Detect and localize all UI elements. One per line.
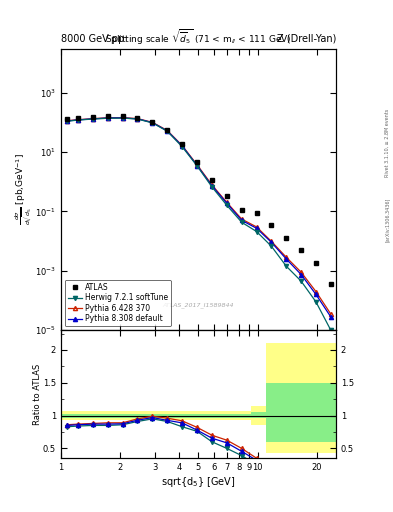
Pythia 8.308 default [150,120,155,126]
Pythia 8.308 default [210,183,215,189]
Pythia 6.428 370 [120,115,125,121]
Pythia 6.428 370 [64,118,69,124]
Pythia 6.428 370 [105,115,110,121]
Herwig 7.2.1 softTune [75,117,80,123]
Herwig 7.2.1 softTune [254,228,259,234]
Pythia 8.308 default [64,118,69,124]
Herwig 7.2.1 softTune [165,128,170,134]
Herwig 7.2.1 softTune [329,327,333,333]
Herwig 7.2.1 softTune [299,278,303,284]
ATLAS [64,116,69,122]
Pythia 6.428 370 [314,288,318,294]
Herwig 7.2.1 softTune [239,219,244,225]
Pythia 8.308 default [254,225,259,231]
Text: Z (Drell-Yan): Z (Drell-Yan) [277,33,336,44]
ATLAS [165,127,170,133]
Pythia 8.308 default [90,116,95,122]
ATLAS [299,247,303,253]
Pythia 6.428 370 [180,142,184,148]
Herwig 7.2.1 softTune [284,263,288,269]
Pythia 6.428 370 [195,162,199,168]
Herwig 7.2.1 softTune [269,243,274,249]
ATLAS [269,222,274,228]
ATLAS [180,141,184,147]
Text: ATLAS_2017_I1589844: ATLAS_2017_I1589844 [163,302,234,308]
Pythia 6.428 370 [329,311,333,317]
Line: Pythia 6.428 370: Pythia 6.428 370 [64,116,333,316]
Text: [arXiv:1306.3436]: [arXiv:1306.3436] [385,198,390,242]
Pythia 6.428 370 [254,224,259,230]
Herwig 7.2.1 softTune [120,115,125,121]
ATLAS [224,194,229,200]
Herwig 7.2.1 softTune [105,115,110,121]
Pythia 8.308 default [105,115,110,121]
Pythia 8.308 default [195,162,199,168]
Pythia 6.428 370 [269,238,274,244]
Pythia 6.428 370 [284,254,288,260]
Pythia 8.308 default [299,271,303,278]
ATLAS [239,207,244,213]
Pythia 6.428 370 [75,117,80,123]
Text: 8000 GeV pp: 8000 GeV pp [61,33,124,44]
ATLAS [105,113,110,119]
Line: ATLAS: ATLAS [64,114,333,287]
Pythia 8.308 default [180,143,184,149]
ATLAS [314,260,318,266]
Pythia 8.308 default [284,256,288,262]
ATLAS [75,115,80,121]
Pythia 6.428 370 [150,119,155,125]
Herwig 7.2.1 softTune [64,118,69,124]
Line: Herwig 7.2.1 softTune: Herwig 7.2.1 softTune [64,116,333,332]
ATLAS [135,115,140,121]
ATLAS [195,159,199,165]
ATLAS [284,234,288,241]
Title: Splitting scale $\sqrt{\overline{d}_5}$ (71 < m$_{ll}$ < 111 GeV): Splitting scale $\sqrt{\overline{d}_5}$ … [105,28,292,47]
Pythia 8.308 default [269,239,274,245]
Line: Pythia 8.308 default: Pythia 8.308 default [64,116,333,319]
Pythia 8.308 default [165,128,170,134]
Legend: ATLAS, Herwig 7.2.1 softTune, Pythia 6.428 370, Pythia 8.308 default: ATLAS, Herwig 7.2.1 softTune, Pythia 6.4… [65,280,171,327]
Text: Rivet 3.1.10, ≥ 2.8M events: Rivet 3.1.10, ≥ 2.8M events [385,109,390,178]
Herwig 7.2.1 softTune [150,120,155,126]
ATLAS [210,177,215,183]
Pythia 6.428 370 [135,116,140,122]
Herwig 7.2.1 softTune [135,116,140,122]
Herwig 7.2.1 softTune [224,202,229,208]
Herwig 7.2.1 softTune [195,163,199,169]
Pythia 8.308 default [75,117,80,123]
Pythia 6.428 370 [90,116,95,122]
Y-axis label: Ratio to ATLAS: Ratio to ATLAS [33,364,42,425]
Pythia 6.428 370 [239,216,244,222]
Pythia 8.308 default [239,217,244,223]
Herwig 7.2.1 softTune [210,184,215,190]
Pythia 8.308 default [135,116,140,122]
ATLAS [150,119,155,125]
Herwig 7.2.1 softTune [180,144,184,150]
Pythia 6.428 370 [165,127,170,134]
Pythia 6.428 370 [224,199,229,205]
Pythia 8.308 default [224,200,229,206]
Herwig 7.2.1 softTune [90,116,95,122]
ATLAS [254,210,259,217]
Herwig 7.2.1 softTune [314,299,318,305]
X-axis label: sqrt{d$_{5}$} [GeV]: sqrt{d$_{5}$} [GeV] [161,475,236,489]
ATLAS [329,281,333,287]
ATLAS [120,113,125,119]
Pythia 8.308 default [120,115,125,121]
Pythia 6.428 370 [210,182,215,188]
Y-axis label: $\frac{d\sigma}{d\sqrt{d_5}}$ [pb,GeV$^{-1}$]: $\frac{d\sigma}{d\sqrt{d_5}}$ [pb,GeV$^{… [14,154,34,225]
Pythia 6.428 370 [299,269,303,275]
Pythia 8.308 default [329,314,333,320]
Pythia 8.308 default [314,291,318,297]
ATLAS [90,114,95,120]
